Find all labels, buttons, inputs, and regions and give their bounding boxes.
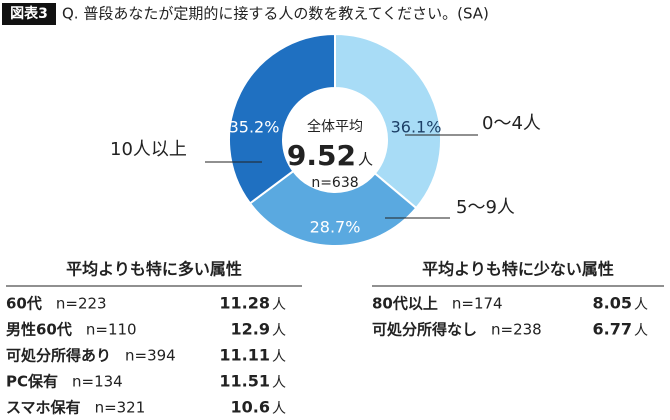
donut-slice [334, 32, 442, 210]
badge: 図表3 [10, 5, 48, 22]
row-n: n=321 [95, 399, 146, 417]
center-value: 9.52 [287, 139, 356, 172]
row-name: 男性60代 [6, 321, 72, 339]
row-n: n=174 [452, 295, 503, 313]
row-unit: 人 [272, 349, 286, 365]
row-value: 8.05 [593, 294, 632, 313]
center-n: n=638 [311, 175, 358, 191]
row-name: PC保有 [6, 373, 58, 391]
badge-box [2, 3, 56, 25]
center-unit: 人 [358, 151, 373, 169]
row-value: 11.28 [219, 294, 270, 313]
row-unit: 人 [272, 401, 286, 417]
row-value: 11.11 [219, 346, 270, 365]
category-label: 10人以上 [110, 139, 187, 160]
row-name: 可処分所得あり [6, 347, 111, 365]
row-n: n=110 [86, 321, 137, 339]
row-value: 12.9 [231, 320, 270, 339]
row-name: 80代以上 [372, 295, 438, 313]
value-label: 35.2% [229, 118, 280, 137]
value-label: 36.1% [391, 118, 442, 137]
row-name: スマホ保有 [6, 399, 81, 417]
value-label: 28.7% [310, 218, 361, 237]
donut [228, 32, 442, 247]
row-value: 10.6 [231, 398, 270, 417]
row-n: n=238 [491, 321, 542, 339]
row-unit: 人 [272, 297, 286, 313]
row-value: 6.77 [593, 320, 632, 339]
center-label: 全体平均 [307, 118, 363, 135]
donut-slice [248, 169, 418, 247]
chart-title: Q. 普段あなたが定期的に接する人の数を教えてください。(SA) [62, 5, 489, 23]
row-unit: 人 [634, 323, 648, 339]
category-label: 5〜9人 [456, 197, 515, 218]
row-n: n=223 [56, 295, 107, 313]
row-unit: 人 [634, 297, 648, 313]
row-name: 可処分所得なし [372, 321, 477, 339]
row-unit: 人 [272, 375, 286, 391]
category-label: 0〜4人 [482, 113, 541, 134]
donut-slice [228, 32, 336, 205]
row-value: 11.51 [219, 372, 270, 391]
row-name: 60代 [6, 295, 42, 313]
row-n: n=134 [72, 373, 123, 391]
table-title: 平均よりも特に多い属性 [66, 260, 242, 279]
table-title: 平均よりも特に少ない属性 [422, 260, 614, 279]
row-n: n=394 [125, 347, 176, 365]
row-unit: 人 [272, 323, 286, 339]
